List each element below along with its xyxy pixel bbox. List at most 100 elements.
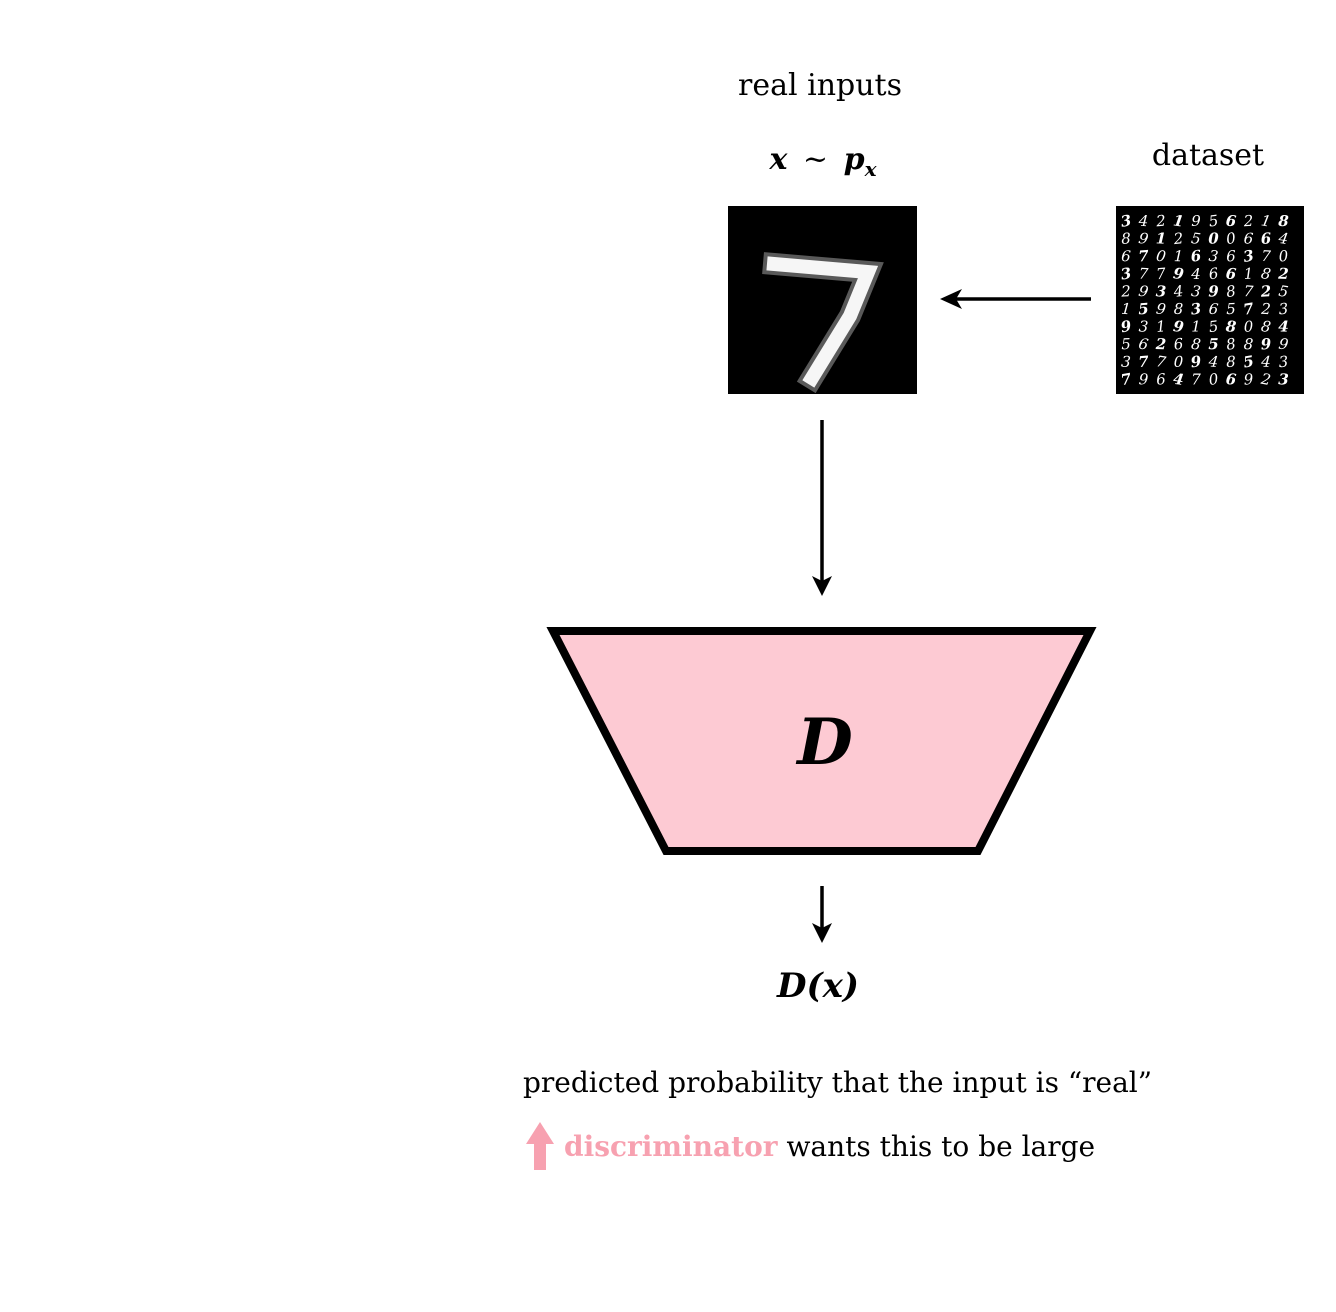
sample-distribution-label: x ~ px xyxy=(769,142,876,181)
dataset-digit: 6 xyxy=(1260,229,1272,248)
dataset-digit: 5 xyxy=(1208,317,1220,336)
dataset-digit: 3 xyxy=(1278,352,1289,371)
discriminator-block xyxy=(546,627,1097,855)
dataset-digit: 7 xyxy=(1138,352,1150,371)
dataset-digit: 4 xyxy=(1172,370,1185,389)
dataset-digit: 9 xyxy=(1260,335,1272,354)
dataset-digit: 5 xyxy=(1277,282,1289,301)
dataset-digit: 6 xyxy=(1225,212,1238,231)
dataset-digit: 4 xyxy=(1207,352,1219,371)
dataset-digit: 3 xyxy=(1278,300,1289,319)
dataset-digit: 1 xyxy=(1155,229,1166,247)
dataset-digit: 8 xyxy=(1260,264,1273,283)
dataset-digit: 8 xyxy=(1225,282,1237,301)
dataset-grid-image: 3 4 2 1 9 5 6 2 1 88 9 1 2 5 0 0 6 6 46 7 0 1 6 3 6 3 7 03 7 7 9 4 6 6 1 8 2… xyxy=(1116,206,1304,394)
dataset-digit: 8 xyxy=(1226,353,1236,371)
dataset-digit: 9 xyxy=(1208,282,1219,300)
dataset-digit: 4 xyxy=(1137,212,1148,231)
tilde-symbol: ~ xyxy=(802,142,829,177)
dataset-digit: 6 xyxy=(1137,335,1150,354)
dataset-digit: 8 xyxy=(1243,335,1254,354)
dataset-digit: 5 xyxy=(1208,335,1219,353)
dataset-digit: 8 xyxy=(1225,335,1237,354)
dataset-digit: 6 xyxy=(1155,370,1167,389)
dataset-digit: 6 xyxy=(1208,300,1220,319)
dataset-digit: 8 xyxy=(1190,335,1202,354)
dataset-digit: 1 xyxy=(1174,247,1184,265)
up-arrow-icon xyxy=(526,1122,554,1170)
dataset-digit: 2 xyxy=(1260,300,1271,319)
dataset-digit: 9 xyxy=(1155,299,1168,318)
dataset-digit: 0 xyxy=(1243,317,1254,335)
dataset-digit: 4 xyxy=(1260,353,1271,372)
dataset-digit: 9 xyxy=(1172,317,1185,336)
dataset-digit: 5 xyxy=(1242,352,1255,372)
dataset-digit: 7 xyxy=(1155,352,1168,371)
dataset-digit: 5 xyxy=(1190,229,1202,248)
dataset-digit: 7 xyxy=(1155,264,1167,283)
dataset-digit: 3 xyxy=(1190,299,1203,318)
dataset-digit: 0 xyxy=(1208,230,1219,248)
p-subscript: x xyxy=(864,157,877,181)
dataset-digit: 7 xyxy=(1138,247,1150,266)
dataset-digit: 2 xyxy=(1120,282,1131,301)
p-variable: p xyxy=(843,142,865,177)
dataset-to-sample-arrow xyxy=(940,289,1091,309)
sample-digit-image: 7 xyxy=(728,206,917,394)
dataset-digit: 1 xyxy=(1191,318,1201,336)
dataset-digit: 2 xyxy=(1259,282,1272,301)
dataset-digit: 6 xyxy=(1173,335,1185,354)
objective-text: wants this to be large xyxy=(786,1130,1096,1163)
dataset-digit: 6 xyxy=(1243,229,1254,248)
discriminator-symbol: D xyxy=(797,705,853,780)
dataset-digit: 3 xyxy=(1278,370,1289,388)
dataset-digit: 0 xyxy=(1174,353,1184,371)
discriminator-output: D(x) xyxy=(777,966,859,1006)
output-description: predicted probability that the input is … xyxy=(523,1066,1153,1099)
dataset-digit: 3 xyxy=(1121,352,1132,371)
dataset-digit: 9 xyxy=(1243,370,1254,388)
dataset-digit: 2 xyxy=(1242,212,1253,231)
dataset-digit: 8 xyxy=(1278,212,1290,230)
dataset-digit: 2 xyxy=(1277,265,1289,283)
dataset-digit: 9 xyxy=(1277,335,1290,354)
dataset-digit: 3 xyxy=(1119,211,1132,231)
dataset-digit: 0 xyxy=(1278,247,1290,266)
x-variable: x xyxy=(769,142,788,177)
sample-to-discriminator-arrow xyxy=(812,420,832,596)
dataset-digit: 2 xyxy=(1259,370,1273,390)
dataset-digit: 6 xyxy=(1208,264,1220,283)
dataset-digit: 1 xyxy=(1260,211,1273,230)
dataset-digit: 1 xyxy=(1172,211,1185,230)
dataset-digit: 8 xyxy=(1260,317,1273,336)
dataset-digit: 9 xyxy=(1172,264,1185,283)
dataset-digit: 4 xyxy=(1190,265,1201,283)
dataset-label: dataset xyxy=(1151,138,1265,173)
dataset-digit: 5 xyxy=(1208,211,1220,230)
dataset-digit: 9 xyxy=(1119,317,1133,337)
dataset-digit: 4 xyxy=(1276,229,1289,248)
dataset-digit: 6 xyxy=(1190,247,1203,266)
dataset-digit: 0 xyxy=(1155,247,1168,266)
dataset-digit: 0 xyxy=(1225,229,1238,248)
dataset-digit: 3 xyxy=(1242,246,1255,266)
discriminator-to-output-arrow xyxy=(812,886,832,943)
dataset-digit: 9 xyxy=(1137,282,1150,301)
dataset-digit: 2 xyxy=(1154,335,1166,353)
dataset-digit: 5 xyxy=(1138,300,1150,319)
dataset-digit: 2 xyxy=(1154,212,1166,231)
dataset-digit: 4 xyxy=(1278,317,1289,335)
dataset-digit: 3 xyxy=(1119,264,1132,284)
dataset-digit: 4 xyxy=(1172,282,1184,301)
dataset-digit: 3 xyxy=(1208,247,1219,266)
dataset-digit: 0 xyxy=(1208,370,1220,389)
dataset-digit: 3 xyxy=(1138,317,1148,335)
dataset-digit: 5 xyxy=(1121,335,1131,353)
dataset-digit: 8 xyxy=(1225,317,1238,336)
dataset-digit: 9 xyxy=(1191,212,1201,230)
dataset-digit: 5 xyxy=(1226,300,1236,318)
dataset-digit: 7 xyxy=(1242,299,1256,319)
dataset-digit: 1 xyxy=(1155,317,1166,336)
dataset-digit: 7 xyxy=(1191,370,1201,388)
dataset-digit: 7 xyxy=(1119,370,1133,390)
